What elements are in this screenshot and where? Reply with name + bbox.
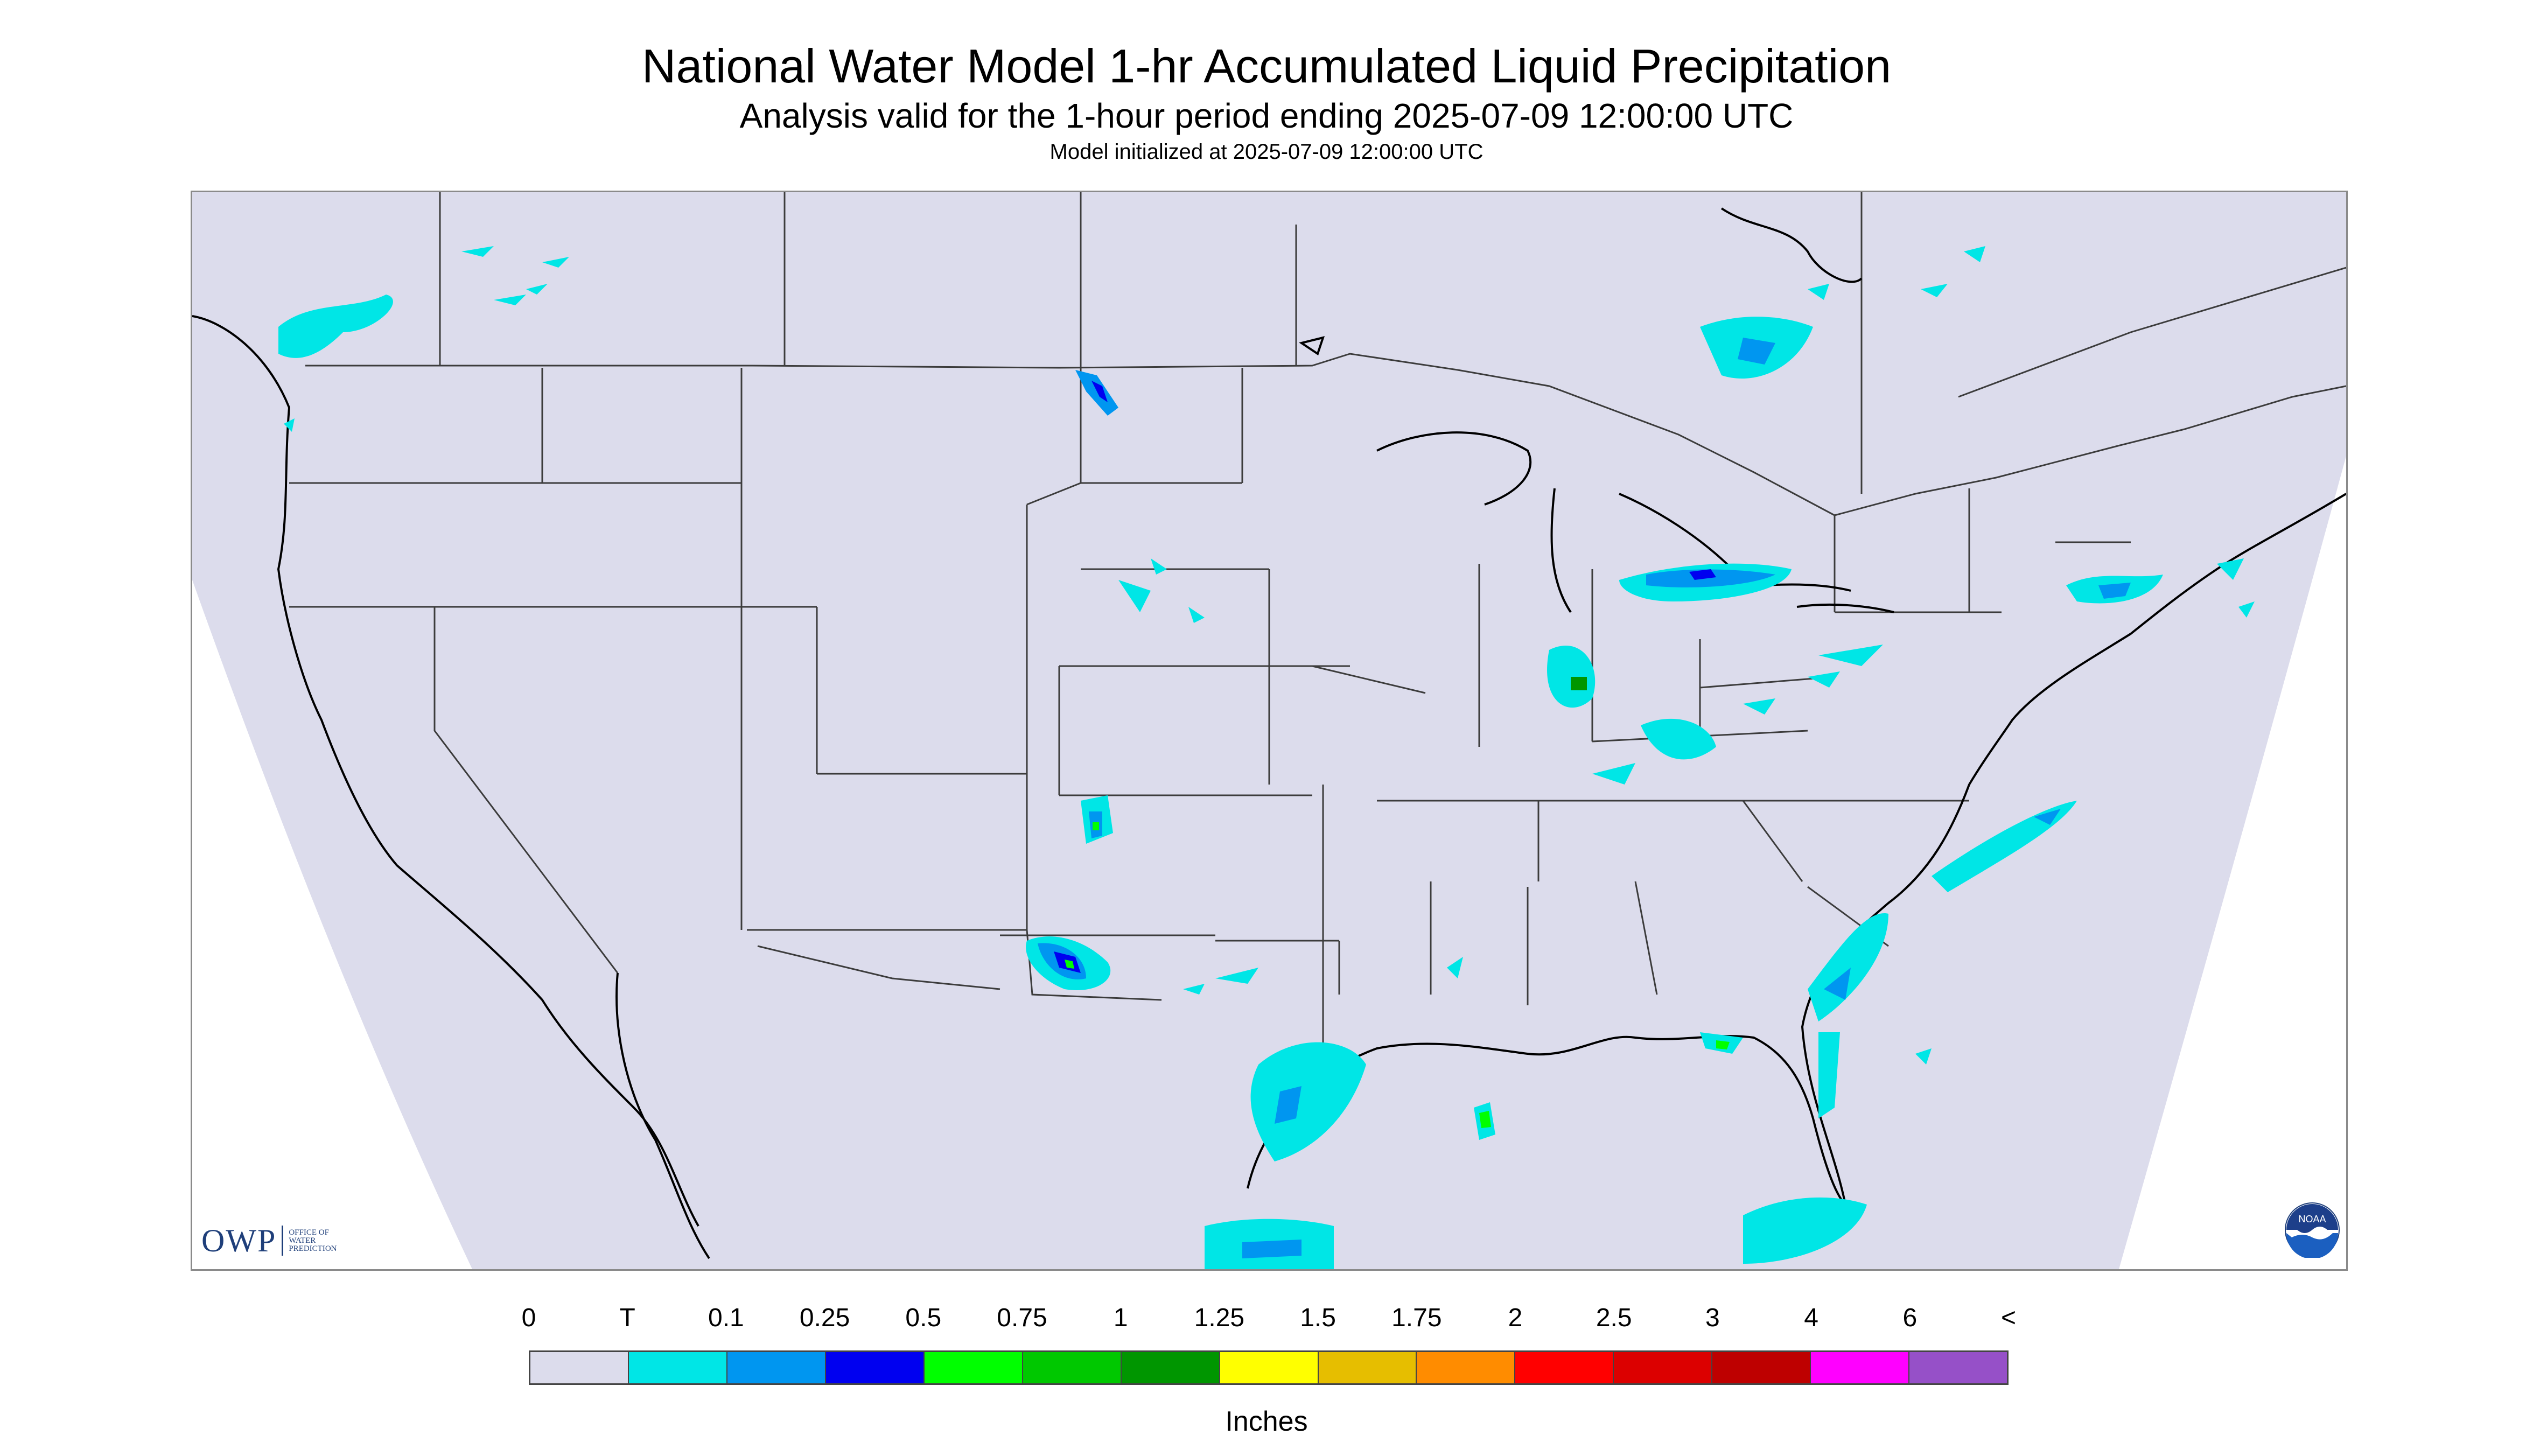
- precip-bay-core: [1242, 1240, 1302, 1258]
- precip-ctx: [1183, 968, 1258, 995]
- great-lakes: [1376, 431, 1894, 613]
- model-init-line: Model initialized at 2025-07-09 12:00:00…: [1049, 140, 1484, 164]
- precip-in-peak: [1571, 677, 1587, 690]
- legend-tick-label: 1.75: [1391, 1304, 1442, 1332]
- legend-tick-label: 2.5: [1596, 1304, 1632, 1332]
- precip-qc-north: [1808, 246, 1985, 300]
- legend-swatch: [1318, 1352, 1417, 1383]
- precip-atl-core: [2034, 809, 2061, 825]
- precipitation-areas: [278, 246, 2255, 1269]
- legend-tick-label: 1.5: [1300, 1304, 1336, 1332]
- precip-gulf: [1250, 1042, 1366, 1161]
- precip-gulf-core: [1275, 1086, 1302, 1124]
- legend-tick-label: 0.25: [799, 1304, 850, 1332]
- canada-province-lines: [439, 192, 2346, 494]
- precip-mi-core: [1646, 569, 1775, 587]
- precip-bc-streaks: [461, 246, 569, 305]
- legend-units-label: Inches: [1225, 1406, 1308, 1437]
- atlantic-coast: [1801, 493, 2346, 1205]
- map-subtitle: Analysis valid for the 1-hour period end…: [739, 96, 1794, 135]
- legend-swatch: [825, 1352, 925, 1383]
- owp-text-line: OFFICE OF: [289, 1228, 329, 1237]
- legend-tick-label: 2: [1508, 1304, 1523, 1332]
- legend-tick-label: <: [2000, 1304, 2017, 1332]
- owp-logo: OWP OFFICE OF WATER PREDICTION: [201, 1223, 337, 1258]
- legend-swatch: [924, 1352, 1023, 1383]
- baja: [615, 972, 710, 1259]
- owp-mark: OWP: [201, 1222, 277, 1258]
- legend-tick-label: 4: [1804, 1304, 1818, 1332]
- precipitation-map: [191, 191, 2348, 1271]
- legend-tick-label: 6: [1902, 1304, 1918, 1332]
- precip-ns: [2217, 558, 2255, 618]
- legend-tick-label: 0.1: [708, 1304, 744, 1332]
- precip-fl: [1818, 1032, 1840, 1118]
- precip-ky: [1592, 718, 1716, 785]
- precip-qc-core: [1738, 338, 1775, 365]
- west-coast: [192, 315, 699, 1227]
- precip-pnw: [278, 295, 393, 358]
- precip-nd: [1075, 370, 1118, 416]
- legend-swatch: [1712, 1352, 1811, 1383]
- legend-swatch: [1023, 1352, 1122, 1383]
- legend-swatch: [1220, 1352, 1319, 1383]
- owp-divider: [282, 1226, 284, 1256]
- legend-tick-label: 0.75: [997, 1304, 1047, 1332]
- precip-oh: [1743, 645, 1883, 715]
- owp-office-text: OFFICE OF WATER PREDICTION: [289, 1228, 337, 1253]
- canada-us-border: [305, 353, 2346, 516]
- legend-swatch: [1811, 1352, 1910, 1383]
- precip-in: [1547, 646, 1596, 708]
- legend-color-bar: [529, 1350, 2009, 1385]
- precip-nd-core: [1091, 381, 1108, 402]
- precip-ok-peak: [1093, 822, 1099, 830]
- legend-swatch: [628, 1352, 727, 1383]
- precip-fl-peak: [1716, 1040, 1730, 1049]
- precip-ne-core: [2098, 583, 2131, 599]
- precip-tx-peak: [1065, 960, 1074, 969]
- legend-swatch: [530, 1352, 629, 1383]
- map-title: National Water Model 1-hr Accumulated Li…: [641, 39, 1892, 93]
- precip-ga-core: [1824, 968, 1851, 1000]
- noaa-logo-icon: NOAA: [2285, 1202, 2340, 1258]
- legend-tick-label: T: [619, 1304, 635, 1332]
- legend-swatch: [1417, 1352, 1516, 1383]
- legend-swatch: [1121, 1352, 1220, 1383]
- legend-tick-label: 3: [1705, 1304, 1720, 1332]
- legend-tick-label: 0: [521, 1304, 536, 1332]
- legend-swatch: [1909, 1352, 2007, 1383]
- map-canvas: [192, 192, 2346, 1269]
- legend-tick-label: 0.5: [905, 1304, 942, 1332]
- precip-fl-south: [1743, 1197, 1867, 1264]
- precip-sd: [1118, 558, 1205, 623]
- precip-wa-dot: [284, 418, 295, 432]
- lake-of-woods: [1299, 336, 1325, 356]
- precip-mi-peak: [1689, 569, 1716, 580]
- legend-tick-label: 1.25: [1194, 1304, 1245, 1332]
- boundary-lines: [289, 192, 2346, 1043]
- legend-swatch: [727, 1352, 826, 1383]
- legend-swatch: [1515, 1352, 1614, 1383]
- legend-tick-label: 1: [1113, 1304, 1128, 1332]
- legend-tick-labels: 0 T 0.1 0.25 0.5 0.75 1 1.25 1.5 1.75 2 2.5 3 4 6 <: [522, 1303, 2016, 1335]
- precip-atl-band: [1932, 801, 2077, 892]
- owp-text-line: WATER: [289, 1236, 316, 1245]
- owp-text-line: PREDICTION: [289, 1244, 337, 1253]
- precip-gulf-cell-peak: [1479, 1111, 1491, 1128]
- legend-swatch: [1614, 1352, 1713, 1383]
- precip-ga: [1808, 913, 1888, 1021]
- noaa-logo-text: NOAA: [2298, 1214, 2326, 1224]
- hudson-bay: [1720, 207, 1863, 283]
